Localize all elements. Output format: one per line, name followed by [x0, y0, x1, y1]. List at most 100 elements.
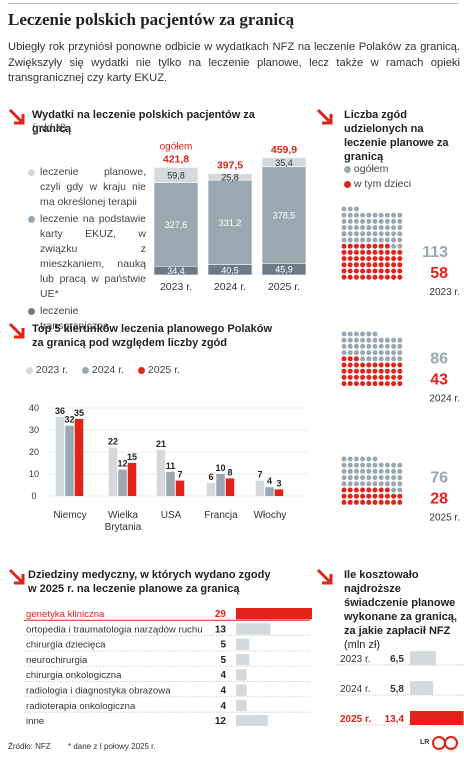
- waffle-dot: [397, 350, 403, 356]
- waffle-dot: [372, 343, 378, 349]
- waffle-dot: [353, 268, 359, 274]
- waffle-dot: [391, 274, 397, 280]
- waffle-legend-children-label: w tym dzieci: [353, 178, 412, 190]
- waffle-dot: [384, 368, 390, 374]
- waffle-legend-total-label: ogółem: [353, 163, 389, 175]
- waffle-dot: [384, 362, 390, 368]
- waffle-legend-total: ogółem: [344, 162, 388, 177]
- waffle-dot: [347, 374, 353, 380]
- waffle-dot: [384, 212, 390, 218]
- waffle-dot: [397, 374, 403, 380]
- waffle-dot: [353, 374, 359, 380]
- top5-legend-dot: [138, 366, 145, 374]
- y-tick-label: 30: [29, 425, 39, 435]
- waffle-dot: [347, 343, 353, 349]
- waffle-dot: [347, 262, 353, 268]
- waffle-dot: [366, 256, 372, 262]
- waffle-dot: [397, 481, 403, 487]
- waffle-total-value: 113: [422, 244, 448, 261]
- waffle-dot: [378, 381, 384, 387]
- logo-text: LR: [420, 739, 430, 746]
- waffle-dot: [372, 462, 378, 468]
- y-tick-label: 40: [29, 403, 39, 413]
- waffle-dot: [347, 268, 353, 274]
- waffle-dot: [378, 368, 384, 374]
- waffle-dot: [347, 356, 353, 362]
- bar-value-label: 34,4: [167, 266, 185, 276]
- waffle-dot: [378, 481, 384, 487]
- waffle-dot: [353, 487, 359, 493]
- waffle-dot: [341, 262, 347, 268]
- waffle-dot: [366, 231, 372, 237]
- waffle-dot: [397, 274, 403, 280]
- waffle-dot: [384, 218, 390, 224]
- waffle-dot: [347, 475, 353, 481]
- waffle-dot: [397, 487, 403, 493]
- waffle-dot: [372, 243, 378, 249]
- waffle-dot: [391, 362, 397, 368]
- waffle-dot: [378, 212, 384, 218]
- waffle-dot: [397, 356, 403, 362]
- waffle-dot: [397, 225, 403, 231]
- waffle-dot: [347, 337, 353, 343]
- waffle-dot: [384, 487, 390, 493]
- waffle-dot: [397, 268, 403, 274]
- top5-value-label: 7: [257, 470, 262, 480]
- waffle-dot: [378, 493, 384, 499]
- waffle-dot: [353, 475, 359, 481]
- bar-value-label: 35,4: [275, 158, 293, 168]
- specialty-value: 12: [215, 716, 227, 726]
- waffle-dot: [347, 249, 353, 255]
- red-arrow-icon: [8, 568, 25, 585]
- cost-bar: [410, 681, 434, 695]
- waffle-dot: [347, 468, 353, 474]
- waffle-dot: [360, 237, 366, 243]
- specialty-bar: [236, 623, 271, 635]
- waffle-dot: [378, 218, 384, 224]
- waffle-dot: [341, 356, 347, 362]
- waffle-dot: [347, 493, 353, 499]
- top5-value-label: 10: [215, 463, 225, 473]
- top5-category-label: Brytania: [105, 522, 142, 533]
- waffle-dot: [347, 218, 353, 224]
- waffle-dot: [353, 225, 359, 231]
- waffle-dot: [372, 456, 378, 462]
- waffle-dot: [378, 362, 384, 368]
- stacked-bar-segment: [207, 179, 253, 265]
- waffle-dot: [372, 368, 378, 374]
- waffle-dot: [384, 462, 390, 468]
- cost-bar: [410, 651, 436, 665]
- waffle-dot: [360, 456, 366, 462]
- waffle-dot: [384, 499, 390, 505]
- waffle-dot: [347, 243, 353, 249]
- waffle-total-value: 76: [430, 469, 448, 486]
- waffle-dot: [347, 462, 353, 468]
- category-label: 2025 r.: [268, 281, 300, 293]
- waffle-dot: [341, 256, 347, 262]
- waffle-dot: [372, 337, 378, 343]
- waffle-dot: [347, 274, 353, 280]
- cost-unit: (mln zł): [344, 639, 381, 651]
- waffle-dot: [341, 368, 347, 374]
- stacked-bar-segment: [261, 166, 307, 264]
- waffle-dot: [341, 206, 347, 212]
- specialty-label: radiologia i diagnostyka obrazowa: [26, 686, 171, 697]
- top5-category-label: Wielka: [108, 510, 138, 521]
- waffle-dot: [360, 368, 366, 374]
- waffle-dot: [391, 218, 397, 224]
- waffle-dot: [384, 343, 390, 349]
- waffle-dot: [378, 337, 384, 343]
- cost-title-text: Ile kosztowało najdroższe świadczenie pl…: [344, 569, 458, 637]
- total-value-label: 397,5: [217, 160, 243, 172]
- waffle-dot: [353, 481, 359, 487]
- waffle-dot: [378, 243, 384, 249]
- waffle-dot: [360, 462, 366, 468]
- top5-value-label: 35: [74, 408, 84, 418]
- waffle-dot: [391, 225, 397, 231]
- waffle-dot: [360, 499, 366, 505]
- waffle-dot: [341, 487, 347, 493]
- y-tick-label: 10: [29, 469, 39, 479]
- waffle-dot: [378, 274, 384, 280]
- legend-label-planned: leczenie planowe, czyli gdy w kraju nie …: [40, 166, 146, 208]
- waffle-dot: [372, 212, 378, 218]
